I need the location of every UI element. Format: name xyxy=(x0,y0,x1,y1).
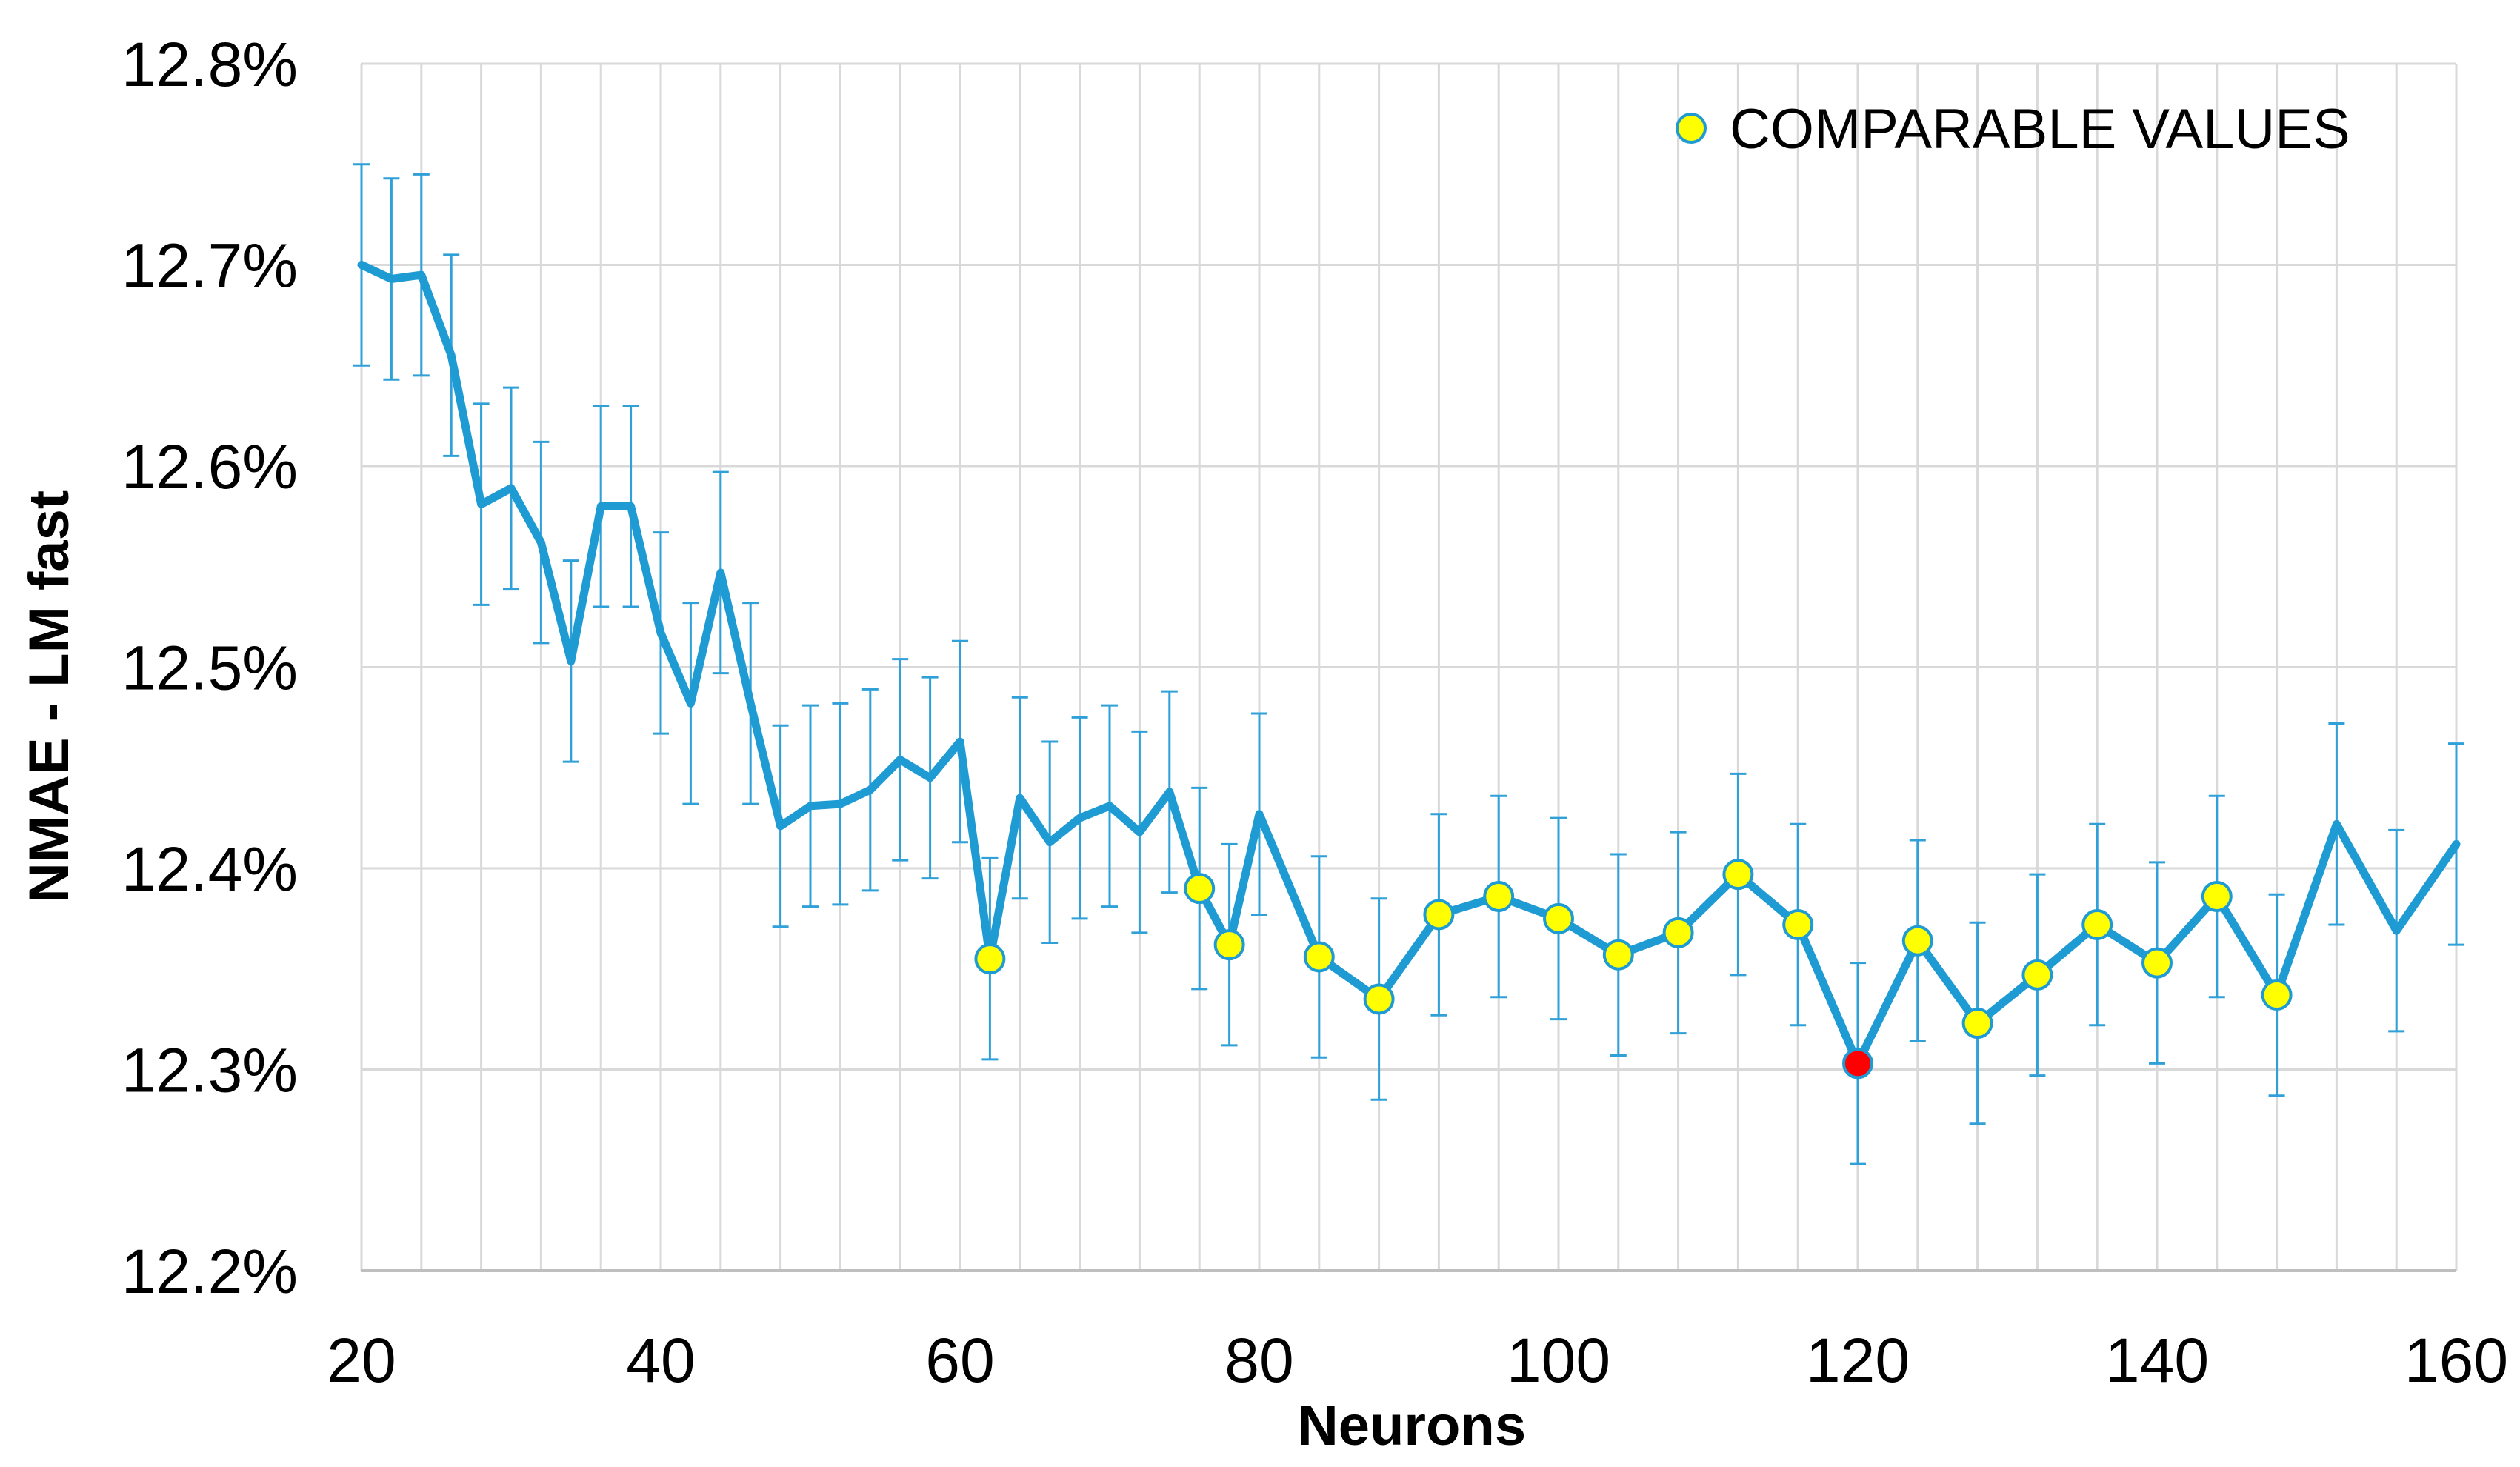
comparable-point-marker xyxy=(1961,1008,1993,1039)
comparable-point-marker xyxy=(1363,983,1395,1015)
x-tick-label: 120 xyxy=(1806,1325,1910,1395)
x-tick-label: 100 xyxy=(1507,1325,1610,1395)
comparable-point-marker xyxy=(1782,909,1814,941)
x-tick-label: 40 xyxy=(626,1325,695,1395)
comparable-point-marker xyxy=(2141,947,2173,979)
x-tick-label: 80 xyxy=(1224,1325,1293,1395)
y-tick-label: 12.5% xyxy=(121,633,298,703)
comparable-point-marker xyxy=(1722,859,1754,891)
y-axis-title: NMAE - LM fast xyxy=(18,490,81,903)
comparable-point-marker xyxy=(1184,873,1216,905)
legend-label: COMPARABLE VALUES xyxy=(1730,98,2350,161)
comparable-point-marker xyxy=(1213,929,1245,961)
y-tick-label: 12.3% xyxy=(121,1036,298,1105)
legend: COMPARABLE VALUES xyxy=(1676,98,2350,161)
x-axis-title: Neurons xyxy=(1298,1394,1526,1457)
best-point-marker xyxy=(1842,1048,1873,1080)
x-tick-label: 140 xyxy=(2105,1325,2209,1395)
y-tick-label: 12.4% xyxy=(121,834,298,904)
comparable-point-marker xyxy=(1483,881,1515,913)
series-line-group xyxy=(357,261,2461,1068)
data-markers xyxy=(974,859,2293,1080)
comparable-point-marker xyxy=(2201,881,2233,913)
comparable-point-marker xyxy=(1423,899,1455,931)
x-tick-label: 60 xyxy=(925,1325,994,1395)
comparable-point-marker xyxy=(1543,902,1574,934)
x-tick-label: 160 xyxy=(2404,1325,2508,1395)
comparable-point-marker xyxy=(1901,925,1933,957)
comparable-point-marker xyxy=(2081,909,2113,941)
comparable-point-marker xyxy=(1602,939,1634,971)
series-line xyxy=(357,261,2461,1068)
y-tick-label: 12.7% xyxy=(121,231,298,301)
comparable-point-marker xyxy=(2021,959,2053,991)
x-tick-label: 20 xyxy=(327,1325,396,1395)
y-tick-label: 12.6% xyxy=(121,432,298,502)
y-tick-label: 12.2% xyxy=(121,1237,298,1306)
comparable-point-marker xyxy=(974,943,1006,975)
legend-marker-comparable-values xyxy=(1676,113,1707,144)
comparable-point-marker xyxy=(1662,917,1694,948)
comparable-point-marker xyxy=(1303,941,1335,973)
tick-labels: 12.2% 12.3% 12.4% 12.5% 12.6% 12.7% 12.8% 20 40 6… xyxy=(121,30,2508,1395)
comparable-point-marker xyxy=(2261,979,2293,1011)
y-tick-label: 12.8% xyxy=(121,30,298,99)
